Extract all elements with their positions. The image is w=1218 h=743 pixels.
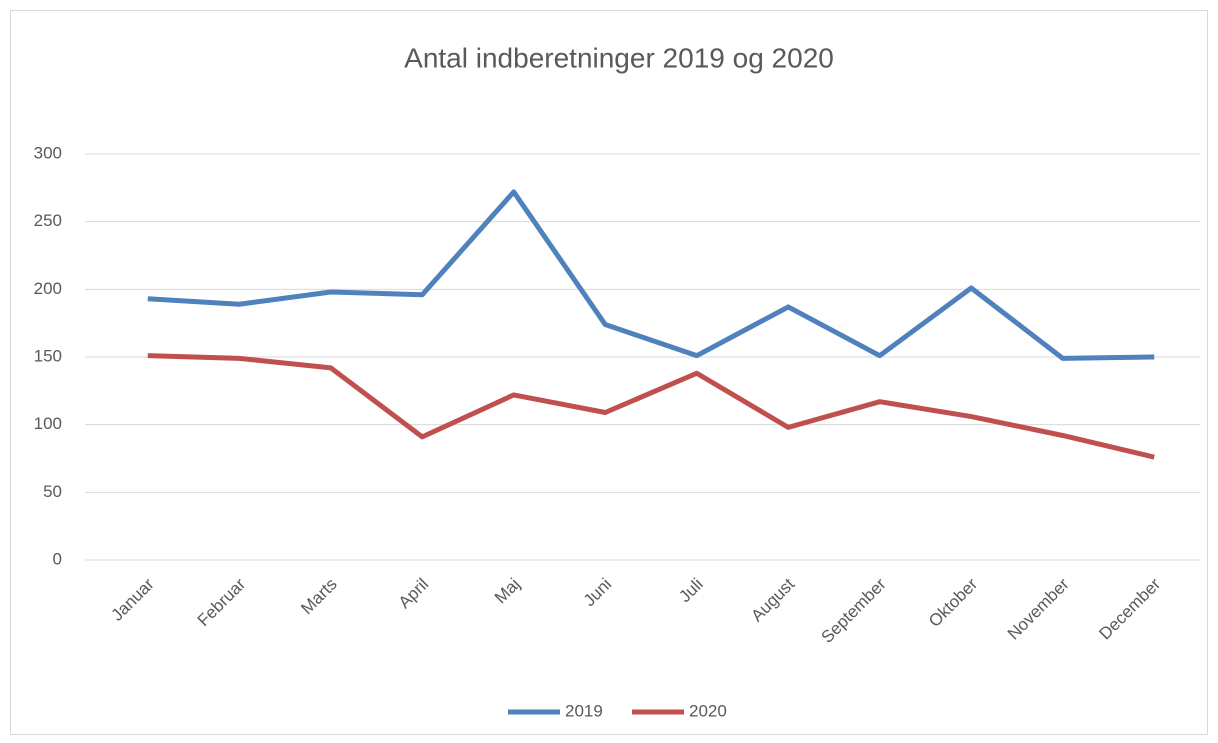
legend-label: 2019 bbox=[565, 701, 603, 720]
series-line bbox=[147, 353, 1155, 460]
y-tick-label: 150 bbox=[34, 346, 62, 365]
y-tick-label: 100 bbox=[34, 414, 62, 433]
y-tick-label: 200 bbox=[34, 279, 62, 298]
series-line bbox=[147, 189, 1155, 361]
legend-label: 2020 bbox=[689, 701, 727, 720]
y-tick-label: 50 bbox=[43, 482, 62, 501]
chart-frame bbox=[10, 10, 1208, 735]
y-tick-label: 300 bbox=[34, 143, 62, 162]
y-tick-label: 250 bbox=[34, 211, 62, 230]
y-tick-label: 0 bbox=[53, 549, 62, 568]
chart-title: Antal indberetninger 2019 og 2020 bbox=[404, 42, 834, 73]
